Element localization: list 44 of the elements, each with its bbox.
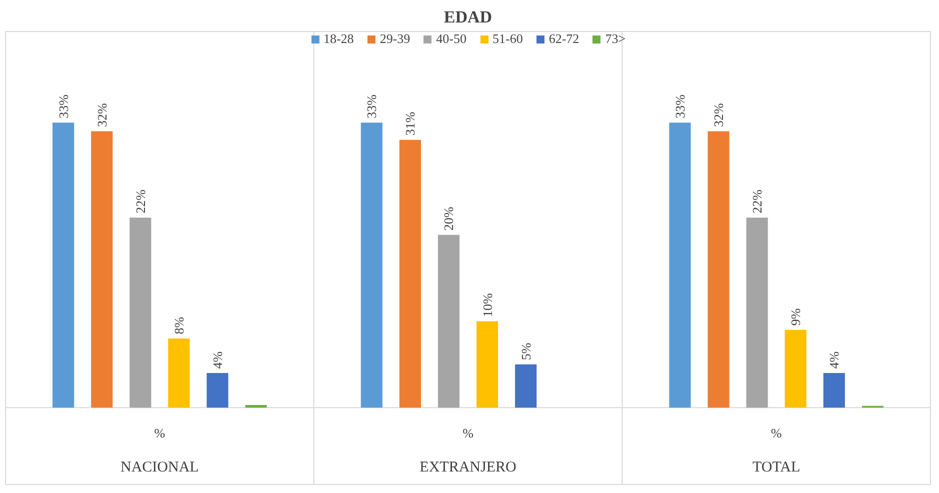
- data-label: 32%: [711, 103, 726, 128]
- bar: [360, 122, 382, 408]
- data-label: 8%: [171, 316, 186, 334]
- bar: [823, 373, 845, 408]
- bar: [784, 330, 806, 408]
- data-label: 31%: [402, 112, 418, 136]
- bar: [168, 338, 190, 408]
- bar: [669, 122, 691, 408]
- data-label: 10%: [480, 292, 495, 317]
- bar: [91, 131, 113, 408]
- bar: [245, 404, 267, 408]
- text: %: [154, 425, 166, 440]
- data-label: 4%: [210, 351, 225, 369]
- bar: [206, 373, 228, 408]
- data-label: 9%: [788, 308, 804, 326]
- data-label: 33%: [672, 94, 688, 118]
- data-label: 33%: [364, 94, 380, 118]
- bar: [476, 321, 498, 408]
- bar: [515, 364, 537, 408]
- chart-title: EDAD: [444, 8, 492, 26]
- bar: [130, 218, 152, 408]
- x-tick-label: TOTAL: [752, 460, 800, 476]
- bar: [399, 140, 421, 408]
- data-label: 22%: [750, 189, 765, 214]
- x-tick-label: EXTRANJERO: [420, 460, 516, 476]
- legend-label: 51-60: [492, 31, 523, 47]
- bar: [52, 122, 74, 408]
- text: %: [770, 425, 782, 440]
- legend-label: 29-39: [380, 31, 410, 47]
- data-label: 20%: [441, 206, 456, 231]
- data-label: 4%: [826, 351, 842, 369]
- legend-label: 73>: [605, 31, 626, 47]
- text: %: [462, 425, 474, 440]
- legend-label: 18-28: [323, 31, 354, 47]
- data-label: 33%: [56, 94, 71, 118]
- bar: [708, 131, 730, 408]
- legend-label: 62-72: [548, 31, 580, 47]
- bar: [438, 234, 460, 408]
- bar: [746, 218, 768, 408]
- x-tick-label: NACIONAL: [120, 460, 199, 476]
- data-label: 22%: [132, 189, 148, 214]
- legend-label: 40-50: [436, 31, 466, 47]
- data-label: 32%: [94, 103, 110, 128]
- data-label: 5%: [518, 342, 534, 360]
